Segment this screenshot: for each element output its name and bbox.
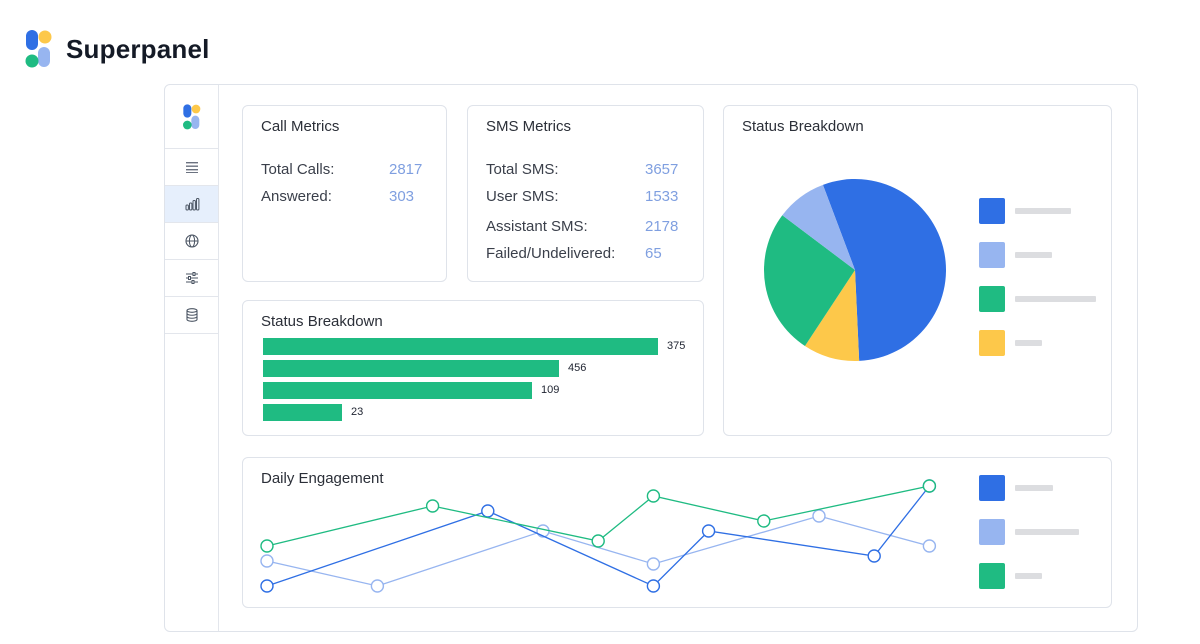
bar-4-value: 23 [351,406,364,418]
bar-1 [263,338,658,355]
bar-3-value: 109 [541,384,560,396]
pie-legend-label-4 [1015,340,1042,346]
line-series-2-point-1 [260,579,274,593]
sidebar-item-settings[interactable] [165,260,218,297]
assistant-sms-value: 2178 [645,218,679,235]
sidebar-item-globe[interactable] [165,223,218,260]
bar-2 [263,360,559,377]
line-legend-swatch-2 [979,519,1005,545]
answered-label: Answered: [261,188,332,205]
pie-legend-label-3 [1015,296,1096,302]
line-legend-label-3 [1015,573,1042,579]
list-icon [185,162,198,173]
sidebar-item-analytics[interactable] [165,186,218,223]
sidebar [165,85,219,631]
bar-3 [263,382,532,399]
database-icon [185,308,198,322]
total-calls-value: 2817 [389,161,423,178]
line-legend-label-1 [1015,485,1053,491]
pie-slice-3 [764,215,855,346]
line-legend-swatch-1 [979,475,1005,501]
pie-legend-label-2 [1015,252,1052,258]
line-series-1-point-4 [646,489,661,503]
sms-metrics-card: SMS Metrics Total SMS: 3657 User SMS: 15… [467,105,704,282]
line-series-2-point-4 [701,524,716,538]
sidebar-logo-icon[interactable] [165,85,218,149]
line-series-1-point-6 [922,479,937,493]
globe-icon [184,234,199,248]
line-series-1-point-5 [757,514,771,528]
line-series-3-point-6 [922,539,937,553]
call-metrics-title: Call Metrics [261,118,340,135]
line-series-2-point-5 [867,549,881,563]
sliders-icon [185,272,198,284]
line-series-1-point-3 [591,534,605,548]
pie-slice-4 [782,184,855,270]
brand-name: Superpanel [66,33,210,64]
sidebar-item-list[interactable] [165,149,218,186]
line-legend-label-2 [1015,529,1079,535]
assistant-sms-label: Assistant SMS: [486,218,588,235]
line-series-2 [266,485,930,587]
user-sms-value: 1533 [645,188,679,205]
line-series-3-point-1 [260,554,274,568]
pie-slice-2 [804,270,860,361]
total-sms-label: Total SMS: [486,161,559,178]
status-breakdown-bar-title: Status Breakdown [261,313,383,330]
status-breakdown-pie-title: Status Breakdown [742,118,864,135]
pie-legend-label-1 [1015,208,1071,214]
answered-value: 303 [389,188,415,205]
line-series-1-point-2 [425,499,440,513]
bar-1-value: 375 [667,340,686,352]
superpanel-logo-icon [24,28,54,70]
brand: Superpanel [24,28,210,70]
bar-2-value: 456 [568,362,587,374]
line-series-2-point-3 [646,579,661,593]
line-series-3-point-2 [370,579,385,593]
line-series-3-point-5 [812,509,826,523]
status-breakdown-pie-card: Status Breakdown [723,105,1112,436]
pie-legend-swatch-4 [979,330,1005,356]
bar-4 [263,404,342,421]
sidebar-item-database[interactable] [165,297,218,334]
pie-legend-swatch-3 [979,286,1005,312]
total-calls-label: Total Calls: [261,161,335,178]
pie-chart [764,179,946,361]
bar-chart-icon [185,198,199,211]
line-series-3-point-3 [536,524,550,538]
line-series-1-point-1 [260,539,274,553]
sms-metrics-title: SMS Metrics [486,118,572,135]
daily-engagement-title: Daily Engagement [261,470,384,487]
pie-legend-swatch-1 [979,198,1005,224]
user-sms-label: User SMS: [486,188,559,205]
line-series-3-point-4 [646,557,661,571]
line-series-3 [266,515,930,587]
line-chart [260,479,937,593]
dashboard-window: Call Metrics Total Calls: 2817 Answered:… [164,84,1138,632]
line-series-2-point-2 [481,504,495,518]
total-sms-value: 3657 [645,161,679,178]
line-legend-swatch-3 [979,563,1005,589]
pie-slice-1 [822,179,946,361]
call-metrics-card: Call Metrics Total Calls: 2817 Answered:… [242,105,447,282]
pie-legend-swatch-2 [979,242,1005,268]
daily-engagement-card: Daily Engagement [242,457,1112,608]
failed-undelivered-label: Failed/Undelivered: [486,245,616,262]
failed-undelivered-value: 65 [645,245,662,262]
line-series-1 [266,485,930,547]
status-breakdown-bar-card: Status Breakdown 375 456 109 23 [242,300,704,436]
